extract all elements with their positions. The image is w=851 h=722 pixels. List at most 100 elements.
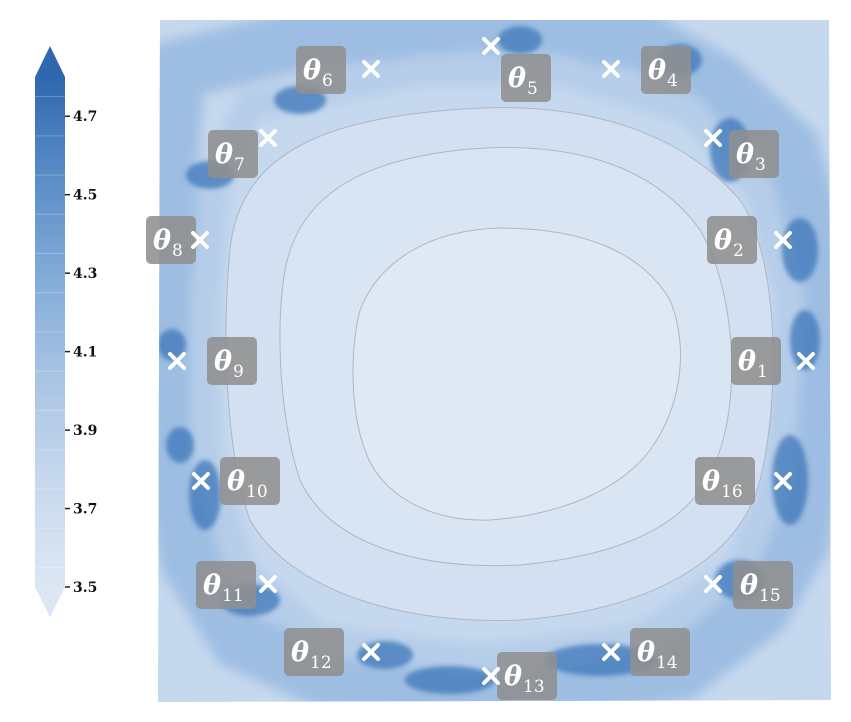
heatmap-level-1 — [352, 227, 681, 521]
sensor-marker — [192, 472, 210, 490]
sensor-7: θ7 — [208, 129, 277, 178]
sensor-label-box — [296, 46, 346, 94]
sensor-label-symbol: θ — [153, 225, 171, 256]
sensor-5: θ5 — [482, 37, 551, 102]
sensor-label-box — [284, 628, 344, 676]
sensor-marker — [259, 575, 277, 593]
colorbar-tick-label: 3.9 — [73, 423, 97, 439]
sensor-label: θ2 — [714, 225, 744, 261]
sensor-15: θ15 — [704, 561, 793, 609]
sensor-label: θ8 — [153, 225, 183, 261]
sensor-label: θ5 — [508, 63, 538, 99]
sensor-label: θ13 — [504, 661, 545, 697]
sensor-label-box — [501, 54, 551, 102]
sensor-label-box — [733, 561, 793, 609]
sensor-4: θ4 — [602, 46, 691, 94]
sensor-label: θ10 — [227, 466, 268, 502]
sensor-label: θ4 — [648, 55, 678, 91]
sensor-label-subscript: 9 — [233, 362, 244, 382]
sensor-marker — [797, 352, 815, 370]
colorbar-tick-label: 4.5 — [73, 188, 97, 204]
colorbar: 3.5 3.7 3.9 4.1 4.3 4.5 4.7 — [35, 46, 97, 617]
sensor-label-subscript: 4 — [667, 71, 678, 91]
sensor-9: θ9 — [168, 337, 257, 385]
sensor-3: θ3 — [704, 129, 779, 178]
sensor-label-subscript: 11 — [222, 586, 244, 606]
sensor-label-box — [731, 337, 781, 385]
sensor-8: θ8 — [146, 216, 209, 264]
sensor-label: θ6 — [303, 55, 333, 91]
sensor-label-symbol: θ — [637, 637, 655, 668]
sensor-label-symbol: θ — [740, 570, 758, 601]
sensor-label: θ12 — [291, 637, 332, 673]
colorbar-tick-label: 4.1 — [73, 345, 97, 361]
colorbar-tick-label: 4.7 — [73, 109, 97, 125]
sensor-marker — [362, 643, 380, 661]
sensor-label-symbol: θ — [508, 63, 526, 94]
sensor-marker — [482, 667, 500, 685]
sensor-label-symbol: θ — [214, 346, 232, 377]
sensor-label-subscript: 8 — [172, 241, 183, 261]
sensor-label-subscript: 15 — [759, 586, 781, 606]
sensor-label-subscript: 14 — [656, 653, 678, 673]
sensor-label-subscript: 6 — [322, 71, 333, 91]
sensor-label-subscript: 3 — [755, 155, 766, 175]
colorbar-bands — [35, 96, 65, 568]
sensor-6: θ6 — [296, 46, 380, 94]
sensor-marker — [602, 60, 620, 78]
sensor-label-box — [695, 457, 755, 505]
sensor-label-symbol: θ — [215, 139, 233, 170]
colorbar-tick-label: 4.3 — [73, 266, 97, 282]
sensor-marker — [704, 575, 722, 593]
sensor-label-symbol: θ — [504, 661, 522, 692]
colorbar-extend-high — [35, 46, 65, 77]
sensor-marker — [482, 37, 500, 55]
sensor-label-subscript: 5 — [527, 79, 538, 99]
sensor-label: θ16 — [702, 466, 743, 502]
sensor-label: θ11 — [203, 570, 244, 606]
sensor-label-box — [208, 130, 258, 178]
sensor-label-box — [729, 130, 779, 178]
sensor-label-box — [497, 652, 557, 700]
sensor-label-subscript: 2 — [733, 241, 744, 261]
sensor-label-box — [641, 46, 691, 94]
sensor-10: θ10 — [192, 457, 280, 505]
sensor-label-box — [220, 457, 280, 505]
sensor-label-symbol: θ — [714, 225, 732, 256]
sensor-16: θ16 — [695, 457, 792, 505]
sensor-12: θ12 — [284, 628, 380, 676]
sensor-marker — [704, 129, 722, 147]
sensor-label: θ7 — [215, 139, 245, 175]
sensor-label-subscript: 13 — [523, 677, 545, 697]
sensor-label: θ3 — [736, 139, 766, 175]
sensor-label-symbol: θ — [736, 139, 754, 170]
sensor-label-symbol: θ — [738, 346, 756, 377]
sensor-marker — [191, 231, 209, 249]
sensor-label-symbol: θ — [203, 570, 221, 601]
sensor-13: θ13 — [482, 652, 557, 700]
sensor-label: θ15 — [740, 570, 781, 606]
sensor-label-symbol: θ — [227, 466, 245, 497]
sensor-2: θ2 — [707, 216, 792, 264]
sensor-marker — [774, 472, 792, 490]
sensor-label-subscript: 7 — [234, 155, 245, 175]
sensor-marker — [774, 231, 792, 249]
sensor-label-box — [196, 561, 256, 609]
sensor-label: θ9 — [214, 346, 244, 382]
sensor-11: θ11 — [196, 561, 277, 609]
sensor-marker — [168, 352, 186, 370]
sensor-label-symbol: θ — [303, 55, 321, 86]
sensor-marker — [602, 643, 620, 661]
sensor-marker — [362, 60, 380, 78]
sensor-label-subscript: 16 — [721, 482, 743, 502]
colorbar-tick-label: 3.5 — [73, 580, 97, 596]
sensor-1: θ1 — [731, 337, 815, 385]
sensor-label-box — [707, 216, 757, 264]
sensor-label-symbol: θ — [291, 637, 309, 668]
sensor-label-subscript: 10 — [246, 482, 268, 502]
sensor-label: θ1 — [738, 346, 768, 382]
colorbar-ticks: 3.5 3.7 3.9 4.1 4.3 4.5 4.7 — [65, 109, 97, 596]
sensor-marker — [259, 129, 277, 147]
